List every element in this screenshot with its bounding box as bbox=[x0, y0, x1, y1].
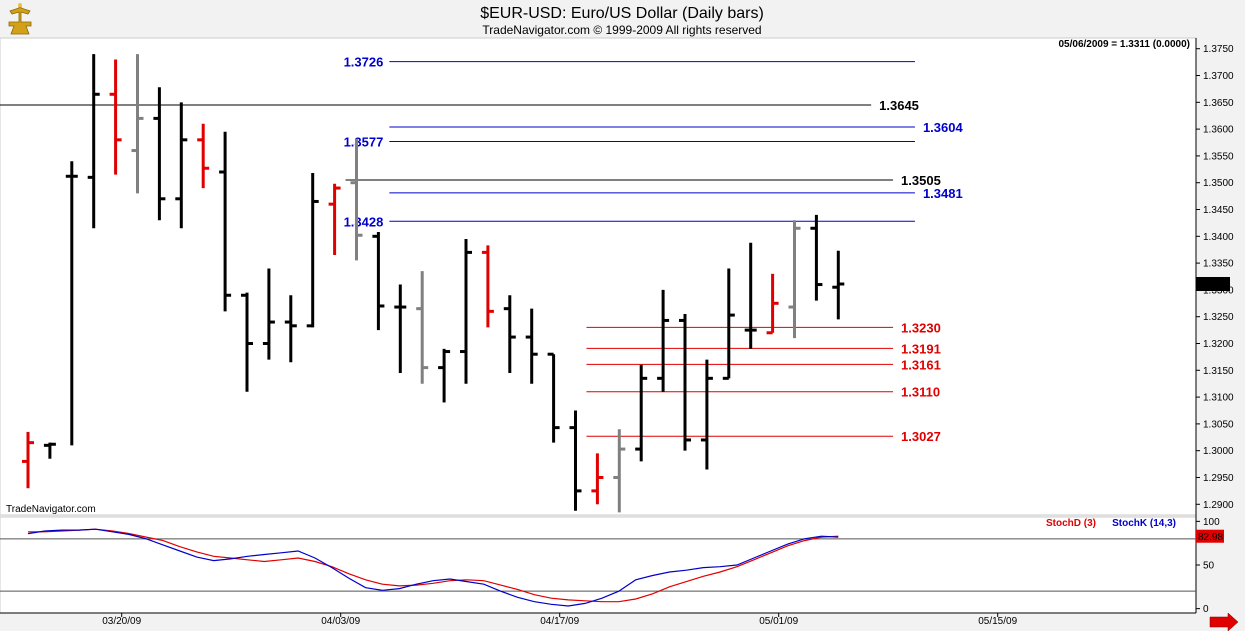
stochd-legend: StochD (3) bbox=[1046, 518, 1096, 529]
ohlc-bar bbox=[657, 289, 670, 392]
level-label: 1.3161 bbox=[901, 357, 941, 372]
level-label: 1.3027 bbox=[901, 429, 941, 444]
ohlc-bar bbox=[547, 352, 560, 443]
price-tick-label: 1.3350 bbox=[1203, 259, 1234, 270]
current-price-label: 1.3311 bbox=[1198, 280, 1228, 291]
ohlc-bar bbox=[591, 453, 604, 505]
ohlc-bar bbox=[22, 431, 34, 489]
plot-area-background bbox=[0, 37, 1197, 516]
stoch-tick-label: 100 bbox=[1203, 517, 1220, 528]
date-tick-label: 04/17/09 bbox=[540, 616, 579, 627]
level-label: 1.3110 bbox=[901, 385, 940, 400]
price-tick-label: 1.2900 bbox=[1203, 500, 1234, 511]
ohlc-bar bbox=[810, 214, 823, 301]
ohlc-bar bbox=[679, 314, 691, 451]
ohlc-bar bbox=[262, 268, 275, 360]
date-tick-label: 05/01/09 bbox=[759, 616, 798, 627]
ohlc-bar bbox=[219, 131, 232, 312]
date-axis-ticks: 03/20/09 04/03/09 04/17/09 05/01/09 05/15/09 bbox=[102, 613, 1018, 627]
stoch-series-line bbox=[27, 528, 839, 607]
ohlc-bar bbox=[372, 232, 385, 331]
ohlc-bar bbox=[153, 87, 166, 221]
price-tick-label: 1.3400 bbox=[1203, 232, 1234, 243]
stoch-tick-label: 0 bbox=[1203, 604, 1209, 615]
stochk-legend: StochK (14,3) bbox=[1112, 518, 1176, 529]
ohlc-bar bbox=[87, 54, 100, 229]
ohlc-bar bbox=[613, 429, 626, 513]
scroll-right-arrow-icon[interactable] bbox=[1209, 612, 1239, 631]
price-tick-label: 1.3100 bbox=[1203, 393, 1234, 404]
level-label: 1.3191 bbox=[901, 341, 941, 356]
price-tick-label: 1.3150 bbox=[1203, 366, 1234, 377]
ohlc-bar bbox=[635, 364, 648, 462]
ohlc-bar bbox=[569, 410, 582, 511]
date-tick-label: 04/03/09 bbox=[321, 616, 360, 627]
bars-group bbox=[22, 54, 845, 513]
ohlc-bar bbox=[394, 284, 407, 373]
indicator-area-background bbox=[0, 516, 1197, 614]
logo-icon bbox=[8, 3, 32, 35]
ohlc-bar bbox=[328, 183, 341, 256]
ohlc-bar bbox=[416, 271, 429, 384]
stoch-tick-label: 50 bbox=[1203, 561, 1215, 572]
ohlc-bar bbox=[481, 245, 494, 328]
level-label: 1.3645 bbox=[879, 98, 919, 113]
price-tick-label: 1.3200 bbox=[1203, 339, 1234, 350]
ohlc-bar bbox=[438, 348, 451, 403]
price-tick-label: 1.3600 bbox=[1203, 125, 1234, 136]
level-label: 1.3230 bbox=[901, 320, 941, 335]
price-tick-label: 1.3250 bbox=[1203, 312, 1234, 323]
price-readout: 05/06/2009 = 1.3311 (0.0000) bbox=[1058, 39, 1190, 50]
price-tick-label: 1.3700 bbox=[1203, 71, 1234, 82]
ohlc-bar bbox=[788, 220, 801, 339]
level-label: 1.3604 bbox=[923, 120, 964, 135]
ohlc-bar bbox=[43, 442, 56, 459]
chart-title: $EUR-USD: Euro/US Dollar (Daily bars) bbox=[480, 5, 764, 22]
price-tick-label: 1.3550 bbox=[1203, 151, 1234, 162]
current-stoch-label: 82.98 bbox=[1198, 532, 1223, 543]
level-label: 1.3577 bbox=[344, 134, 384, 149]
ohlc-bar bbox=[65, 161, 78, 446]
level-label: 1.3726 bbox=[344, 55, 384, 70]
price-tick-label: 1.3300 bbox=[1203, 285, 1234, 296]
ohlc-bar bbox=[525, 308, 538, 384]
level-label: 1.3481 bbox=[923, 186, 963, 201]
ohlc-bar bbox=[700, 359, 713, 470]
current-stoch-marker bbox=[1196, 529, 1224, 543]
ohlc-bar bbox=[241, 292, 253, 392]
ohlc-bar bbox=[350, 138, 363, 261]
ohlc-bar bbox=[109, 59, 122, 175]
price-tick-label: 1.3000 bbox=[1203, 446, 1234, 457]
level-label: 1.3428 bbox=[344, 214, 384, 229]
ohlc-bar bbox=[503, 295, 516, 373]
stoch-series-line bbox=[28, 528, 839, 603]
date-tick-label: 05/15/09 bbox=[978, 616, 1017, 627]
price-tick-label: 1.3750 bbox=[1203, 44, 1234, 55]
ohlc-bar bbox=[722, 268, 735, 380]
ohlc-bar bbox=[131, 54, 144, 194]
level-label: 1.3505 bbox=[901, 173, 941, 188]
ohlc-bar bbox=[197, 123, 210, 189]
ohlc-bar bbox=[175, 102, 188, 229]
price-axis-ticks: 1.2900 1.2950 1.3000 1.3050 1.3100 1.3150 1.32… bbox=[1196, 44, 1234, 511]
ohlc-bar bbox=[284, 295, 297, 363]
price-tick-label: 1.3500 bbox=[1203, 178, 1234, 189]
ohlc-bar bbox=[766, 273, 779, 335]
price-tick-label: 1.3050 bbox=[1203, 419, 1234, 430]
ohlc-bar bbox=[460, 238, 472, 384]
chart-subtitle: TradeNavigator.com © 1999-2009 All right… bbox=[482, 23, 761, 37]
price-tick-label: 1.2950 bbox=[1203, 473, 1234, 484]
current-price-marker bbox=[1196, 277, 1230, 292]
price-tick-label: 1.3650 bbox=[1203, 98, 1234, 109]
date-tick-label: 03/20/09 bbox=[102, 616, 141, 627]
ohlc-bar bbox=[744, 242, 757, 349]
ohlc-bar bbox=[306, 173, 319, 328]
watermark: TradeNavigator.com bbox=[6, 504, 96, 515]
stochastic-panel: 100 50 0 bbox=[0, 517, 1220, 615]
price-tick-label: 1.3450 bbox=[1203, 205, 1234, 216]
ohlc-bar bbox=[832, 250, 845, 320]
